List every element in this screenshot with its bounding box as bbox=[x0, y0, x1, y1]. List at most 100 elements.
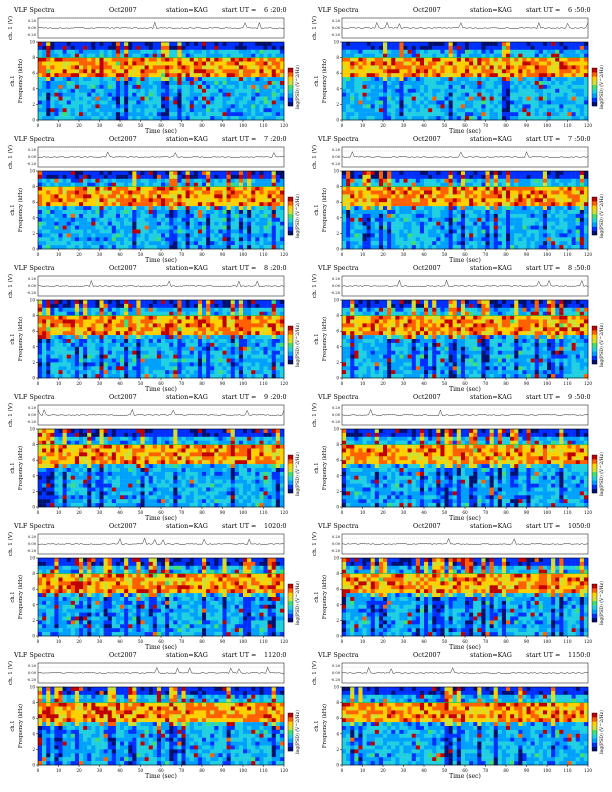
spectrogram-cell bbox=[214, 57, 219, 62]
spectrogram-cell bbox=[383, 171, 388, 176]
spectrogram-cell bbox=[378, 92, 384, 97]
spectrogram-cell bbox=[210, 116, 215, 121]
spectrogram-cell bbox=[234, 202, 240, 207]
spectrogram-cell bbox=[218, 171, 223, 176]
spectrogram-cell bbox=[271, 245, 276, 250]
spectrogram-cell bbox=[489, 221, 494, 226]
spectrogram-cell bbox=[74, 116, 80, 121]
spectrogram-cell bbox=[95, 108, 100, 113]
spectrogram-cell bbox=[469, 49, 474, 54]
spectrogram-cell bbox=[275, 65, 281, 70]
spectrogram-cell bbox=[58, 65, 63, 70]
spectrogram-cell bbox=[522, 42, 527, 47]
spectrogram-cell bbox=[271, 233, 276, 238]
spectrogram-cell bbox=[197, 53, 203, 58]
spectrogram-cell bbox=[87, 108, 92, 113]
spectrogram-cell bbox=[534, 65, 539, 70]
spectrogram-cell bbox=[415, 229, 421, 234]
spectrogram-cell bbox=[477, 92, 482, 97]
spectrogram-cell bbox=[214, 65, 219, 70]
spectrogram-cell bbox=[485, 213, 490, 218]
spectrogram-cell bbox=[230, 210, 235, 215]
spectrogram-cell bbox=[95, 96, 100, 101]
spectrogram-cell bbox=[526, 206, 531, 211]
spectrogram-cell bbox=[70, 213, 76, 218]
waveform-axis-label: ch. 1 (V) bbox=[7, 145, 14, 169]
spectrogram-cell bbox=[465, 100, 470, 105]
spectrogram-cell bbox=[399, 88, 404, 93]
spectrogram-cell bbox=[156, 221, 162, 226]
spectrogram-cell bbox=[473, 225, 478, 230]
spectrogram-cell bbox=[506, 174, 511, 179]
spectrogram-cell bbox=[362, 202, 367, 207]
spectrogram-cell bbox=[79, 92, 84, 97]
spectrogram-cell bbox=[214, 84, 219, 89]
spectrogram-cell bbox=[497, 69, 503, 74]
spectrogram-cell bbox=[514, 92, 519, 97]
spectrogram-cell bbox=[238, 104, 244, 109]
spectrogram-cell bbox=[202, 69, 207, 74]
waveform-tick-label: -0.20 bbox=[27, 162, 37, 166]
spectrogram-cell bbox=[120, 182, 125, 187]
spectrogram-cell bbox=[514, 81, 519, 86]
spectrogram-cell bbox=[197, 116, 203, 121]
spectrogram-cell bbox=[140, 112, 145, 117]
spectrogram-cell bbox=[197, 96, 203, 101]
waveform-trace bbox=[37, 151, 285, 159]
spectrogram-cell bbox=[50, 225, 55, 230]
spectrogram-cell bbox=[50, 198, 55, 203]
spectrogram-cell bbox=[547, 171, 552, 176]
spectrogram-cell bbox=[74, 210, 80, 215]
spectrogram-cell bbox=[370, 57, 375, 62]
spectrogram-cell bbox=[83, 217, 88, 222]
spectrogram-cell bbox=[403, 92, 408, 97]
spectrogram-cell bbox=[411, 73, 416, 78]
spectrogram-cell bbox=[399, 104, 404, 109]
spectrogram-cell bbox=[518, 45, 523, 50]
spectrogram-cell bbox=[424, 84, 429, 89]
spectrogram-cell bbox=[238, 73, 244, 78]
spectrogram-cell bbox=[534, 241, 539, 246]
spectrogram-cell bbox=[383, 210, 388, 215]
spectrogram-cell bbox=[538, 213, 544, 218]
spectrogram-cell bbox=[214, 178, 219, 183]
spectrogram-cell bbox=[161, 100, 166, 105]
spectrogram-cell bbox=[247, 237, 252, 242]
spectrogram-cell bbox=[555, 108, 560, 113]
spectrogram-cell bbox=[152, 116, 158, 121]
spectrogram-cell bbox=[452, 45, 457, 50]
spectrogram-cell bbox=[460, 190, 466, 195]
spectrogram-cell bbox=[432, 84, 437, 89]
spectrogram-cell bbox=[267, 73, 272, 78]
spectrogram-cell bbox=[173, 96, 178, 101]
spectrogram-cell bbox=[46, 77, 51, 82]
spectrogram-cell bbox=[54, 65, 59, 70]
spectrogram-cell bbox=[222, 229, 227, 234]
spectrogram-cell bbox=[103, 206, 108, 211]
spectrogram-cell bbox=[538, 174, 544, 179]
spectrogram-cell bbox=[358, 233, 363, 238]
spectrogram-cell bbox=[415, 61, 421, 66]
spectrogram-cell bbox=[259, 77, 264, 82]
spectrogram-cell bbox=[534, 53, 539, 58]
spectrogram-cell bbox=[91, 210, 96, 215]
spectrogram-cell bbox=[547, 61, 552, 66]
spectrogram-cell bbox=[374, 100, 380, 105]
spectrogram-cell bbox=[197, 206, 203, 211]
spectrogram-cell bbox=[267, 96, 272, 101]
spectrogram-cell bbox=[247, 217, 252, 222]
spectrogram-panel: VLF Spectra Oct2007 station=KAG start UT = 6… bbox=[4, 6, 304, 135]
spectrogram-cell bbox=[403, 229, 408, 234]
spectrogram-cell bbox=[156, 237, 162, 242]
spectrogram-cell bbox=[247, 186, 252, 191]
spectrogram-cell bbox=[395, 233, 400, 238]
spectrogram-cell bbox=[165, 42, 170, 47]
waveform-trace bbox=[341, 151, 589, 159]
spectrogram-cell bbox=[70, 217, 76, 222]
spectrogram-cell bbox=[547, 194, 552, 199]
spectrogram-cell bbox=[169, 88, 174, 93]
spectrogram-cell bbox=[526, 96, 531, 101]
spectrogram-cell bbox=[267, 182, 272, 187]
spectrogram-cell bbox=[103, 210, 108, 215]
spectrogram-cell bbox=[202, 96, 207, 101]
